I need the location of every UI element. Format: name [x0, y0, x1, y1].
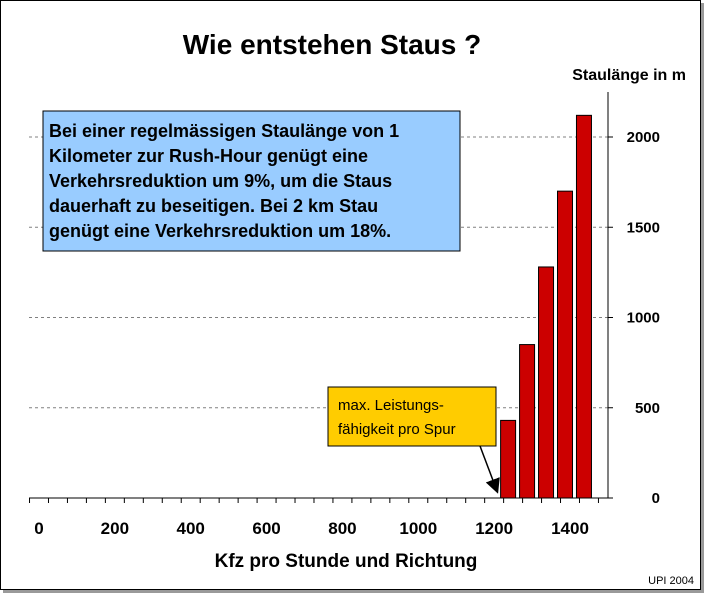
- capacity-line-1: max. Leistungs-: [338, 397, 444, 414]
- y-tick-label: 1500: [627, 219, 660, 236]
- x-tick-label: 400: [177, 519, 205, 538]
- credit-text: UPI 2004: [648, 575, 694, 587]
- info-line-2: Kilometer zur Rush-Hour genügt eine: [49, 146, 368, 166]
- capacity-annotation: max. Leistungs- fähigkeit pro Spur: [327, 386, 500, 494]
- x-tick-label: 0: [34, 519, 43, 538]
- y-axis-label: Staulänge in m: [572, 67, 686, 84]
- capacity-box: [327, 386, 497, 447]
- x-tick-label: 600: [252, 519, 280, 538]
- y-tick-label: 2000: [627, 129, 660, 146]
- bar: [575, 114, 592, 499]
- bar: [557, 190, 573, 499]
- y-ticks: 0 500 1000 1500 2000: [608, 129, 660, 507]
- capacity-line-2: fähigkeit pro Spur: [338, 421, 456, 438]
- x-tick-label: 800: [328, 519, 356, 538]
- x-tick-label: 1400: [551, 519, 589, 538]
- x-tick-label: 200: [101, 519, 129, 538]
- info-line-3: Verkehrsreduktion um 9%, um die Staus: [49, 171, 392, 191]
- chart-title: Wie entstehen Staus ?: [183, 29, 481, 60]
- x-ticks: 0 200 400 600 800 1000 1200 1400: [29, 498, 599, 538]
- info-line-4: dauerhaft zu beseitigen. Bei 2 km Stau: [49, 196, 378, 216]
- bar: [538, 266, 555, 499]
- x-tick-label: 1200: [475, 519, 513, 538]
- y-tick-label: 0: [652, 490, 660, 507]
- x-tick-label: 1000: [399, 519, 437, 538]
- info-annotation: Bei einer regelmässigen Staulänge von 1 …: [42, 110, 461, 252]
- bars: [500, 114, 592, 499]
- bar: [519, 344, 536, 499]
- info-box: [42, 110, 461, 252]
- info-line-1: Bei einer regelmässigen Staulänge von 1: [49, 121, 399, 141]
- info-line-5: genügt eine Verkehrsreduktion um 18%.: [49, 221, 391, 241]
- y-tick-label: 500: [635, 400, 660, 417]
- y-tick-label: 1000: [627, 310, 660, 327]
- x-axis-label: Kfz pro Stunde und Richtung: [215, 551, 478, 572]
- bar: [500, 419, 517, 499]
- capacity-arrow: [479, 445, 500, 494]
